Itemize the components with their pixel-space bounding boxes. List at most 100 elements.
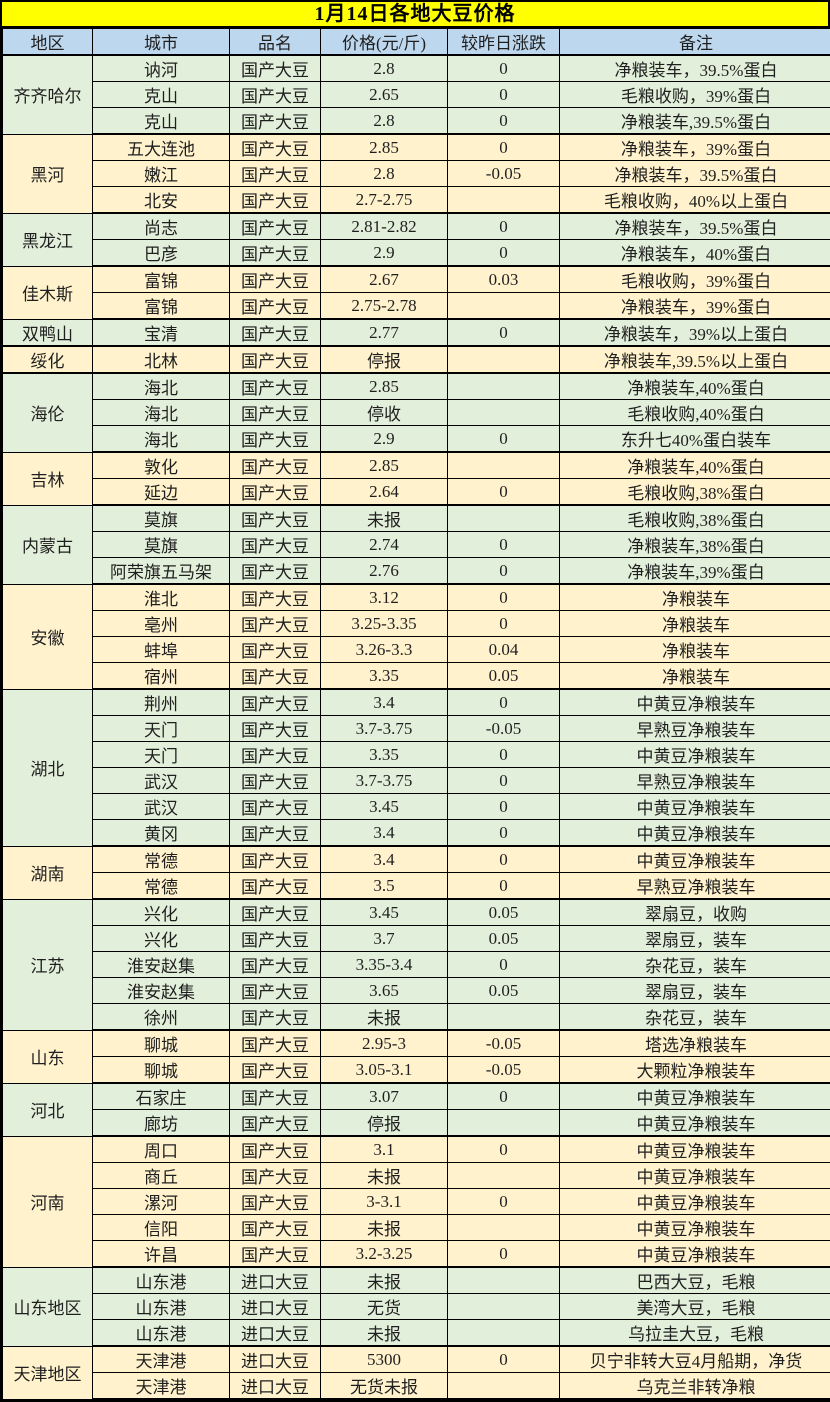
change-cell [448,373,560,400]
note-cell: 巴西大豆，毛粮 [560,1267,830,1294]
change-cell: 0 [448,134,560,161]
change-cell: -0.05 [448,161,560,187]
city-cell: 尚志 [93,213,230,240]
city-cell: 亳州 [93,611,230,637]
note-cell: 早熟豆净粮装车 [560,768,830,794]
price-cell: 3.12 [321,584,448,611]
price-cell: 停收 [321,400,448,426]
city-cell: 聊城 [93,1057,230,1084]
note-cell: 中黄豆净粮装车 [560,1110,830,1137]
change-cell: 0 [448,873,560,900]
price-cell: 2.9 [321,240,448,267]
price-cell: 3.35-3.4 [321,952,448,978]
note-cell: 净粮装车，39.5%蛋白 [560,55,830,82]
product-cell: 国产大豆 [230,637,321,663]
change-cell: 0 [448,846,560,873]
price-cell: 未报 [321,1004,448,1031]
price-cell: 2.95-3 [321,1030,448,1057]
city-cell: 莫旗 [93,505,230,532]
change-cell: 0.03 [448,266,560,293]
change-cell [448,505,560,532]
note-cell: 大颗粒净粮装车 [560,1057,830,1084]
product-cell: 国产大豆 [230,820,321,847]
product-cell: 国产大豆 [230,400,321,426]
product-cell: 国产大豆 [230,742,321,768]
table-row: 山东港进口大豆未报乌拉圭大豆，毛粮 [3,1320,830,1347]
product-cell: 国产大豆 [230,926,321,952]
region-cell: 河南 [3,1136,93,1267]
city-cell: 蚌埠 [93,637,230,663]
city-cell: 淮安赵集 [93,978,230,1004]
city-cell: 海北 [93,373,230,400]
region-cell: 吉林 [3,452,93,505]
price-cell: 未报 [321,1215,448,1241]
city-cell: 黄冈 [93,820,230,847]
change-cell: 0 [448,794,560,820]
change-cell: 0.05 [448,926,560,952]
product-cell: 国产大豆 [230,1004,321,1031]
price-cell: 2.76 [321,558,448,585]
price-cell: 2.8 [321,108,448,135]
price-cell: 3.05-3.1 [321,1057,448,1084]
product-cell: 国产大豆 [230,532,321,558]
note-cell: 净粮装车 [560,611,830,637]
change-cell: 0 [448,240,560,267]
product-cell: 国产大豆 [230,663,321,690]
product-cell: 国产大豆 [230,1189,321,1215]
note-cell: 净粮装车，39.5%蛋白 [560,161,830,187]
table-row: 天津港进口大豆无货未报乌克兰非转净粮 [3,1373,830,1400]
city-cell: 兴化 [93,926,230,952]
region-cell: 黑河 [3,134,93,213]
product-cell: 国产大豆 [230,1057,321,1084]
region-cell: 内蒙古 [3,505,93,584]
product-cell: 进口大豆 [230,1373,321,1400]
change-cell: 0 [448,768,560,794]
city-cell: 克山 [93,82,230,108]
city-cell: 武汉 [93,794,230,820]
change-cell: 0 [448,584,560,611]
city-cell: 信阳 [93,1215,230,1241]
city-cell: 淮北 [93,584,230,611]
product-cell: 国产大豆 [230,1215,321,1241]
price-cell: 3.45 [321,794,448,820]
change-cell: -0.05 [448,1057,560,1084]
product-cell: 国产大豆 [230,505,321,532]
price-cell: 3.45 [321,899,448,926]
change-cell: 0 [448,1189,560,1215]
change-cell: 0 [448,82,560,108]
note-cell: 净粮装车，39%以上蛋白 [560,319,830,346]
price-cell: 停报 [321,1110,448,1137]
change-cell: 0 [448,689,560,716]
change-cell: -0.05 [448,1030,560,1057]
city-cell: 天津港 [93,1346,230,1373]
city-cell: 敦化 [93,452,230,479]
price-cell: 2.64 [321,479,448,506]
header-row: 地区城市品名价格(元/斤)较昨日涨跌备注 [3,29,830,56]
city-cell: 天门 [93,742,230,768]
note-cell: 净粮装车 [560,584,830,611]
price-cell: 2.81-2.82 [321,213,448,240]
note-cell: 净粮装车,39.5%蛋白 [560,108,830,135]
column-header-city: 城市 [93,29,230,56]
note-cell: 中黄豆净粮装车 [560,794,830,820]
city-cell: 山东港 [93,1267,230,1294]
region-cell: 河北 [3,1083,93,1136]
city-cell: 莫旗 [93,532,230,558]
region-cell: 天津地区 [3,1346,93,1399]
table-row: 廊坊国产大豆停报中黄豆净粮装车 [3,1110,830,1137]
change-cell [448,1320,560,1347]
change-cell [448,293,560,320]
change-cell: -0.05 [448,716,560,742]
